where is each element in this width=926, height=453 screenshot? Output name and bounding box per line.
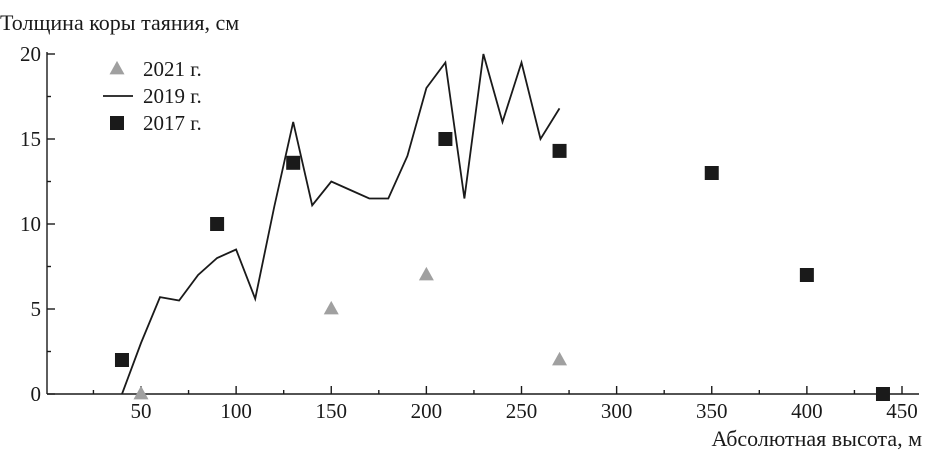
series-1 <box>133 266 568 400</box>
y-tick-label: 15 <box>20 127 41 151</box>
line-2019 <box>121 53 561 395</box>
point-2017 <box>799 268 814 282</box>
x-tick-label: 450 <box>886 399 918 423</box>
x-axis-label: Абсолютная высота, м <box>711 426 922 451</box>
y-tick-label: 5 <box>31 297 42 321</box>
legend-item: 2021 г. <box>109 57 202 81</box>
legend-label: 2017 г. <box>143 111 202 135</box>
point-2021 <box>133 385 149 400</box>
legend-label: 2021 г. <box>143 57 202 81</box>
legend: 2021 г. 2019 г. 2017 г. <box>103 57 202 135</box>
x-tick-label: 350 <box>696 399 728 423</box>
point-2017 <box>286 155 301 170</box>
legend-item: 2019 г. <box>103 84 202 108</box>
point-2017 <box>704 166 719 180</box>
point-2021 <box>323 300 339 315</box>
y-tick-label: 20 <box>20 42 41 66</box>
y-tick-label: 0 <box>31 382 42 406</box>
point-2017 <box>552 143 567 158</box>
legend-square-icon <box>110 116 124 130</box>
plot-marks <box>114 53 890 401</box>
x-tick-label: 100 <box>220 399 252 423</box>
point-2017 <box>114 353 129 367</box>
chart-title: Толщина коры таяния, см <box>0 10 239 35</box>
point-2017 <box>875 387 890 401</box>
x-tick-label: 50 <box>131 399 152 423</box>
legend-label: 2019 г. <box>143 84 202 108</box>
x-tick-label: 150 <box>316 399 348 423</box>
point-2021 <box>552 351 568 366</box>
series-2 <box>121 53 561 395</box>
point-2017 <box>210 217 225 231</box>
point-2021 <box>418 266 434 281</box>
y-tick-label: 10 <box>20 212 41 236</box>
x-tick-label: 250 <box>506 399 538 423</box>
x-tick-label: 300 <box>601 399 633 423</box>
series-3 <box>114 132 890 401</box>
axes: 50 100 150 200 250 300 350 400 450 0 5 10 15 20 <box>20 42 919 423</box>
x-tick-label: 200 <box>411 399 443 423</box>
point-2017 <box>438 132 453 146</box>
legend-item: 2017 г. <box>110 111 202 135</box>
x-tick-label: 400 <box>791 399 823 423</box>
legend-triangle-icon <box>109 60 125 75</box>
